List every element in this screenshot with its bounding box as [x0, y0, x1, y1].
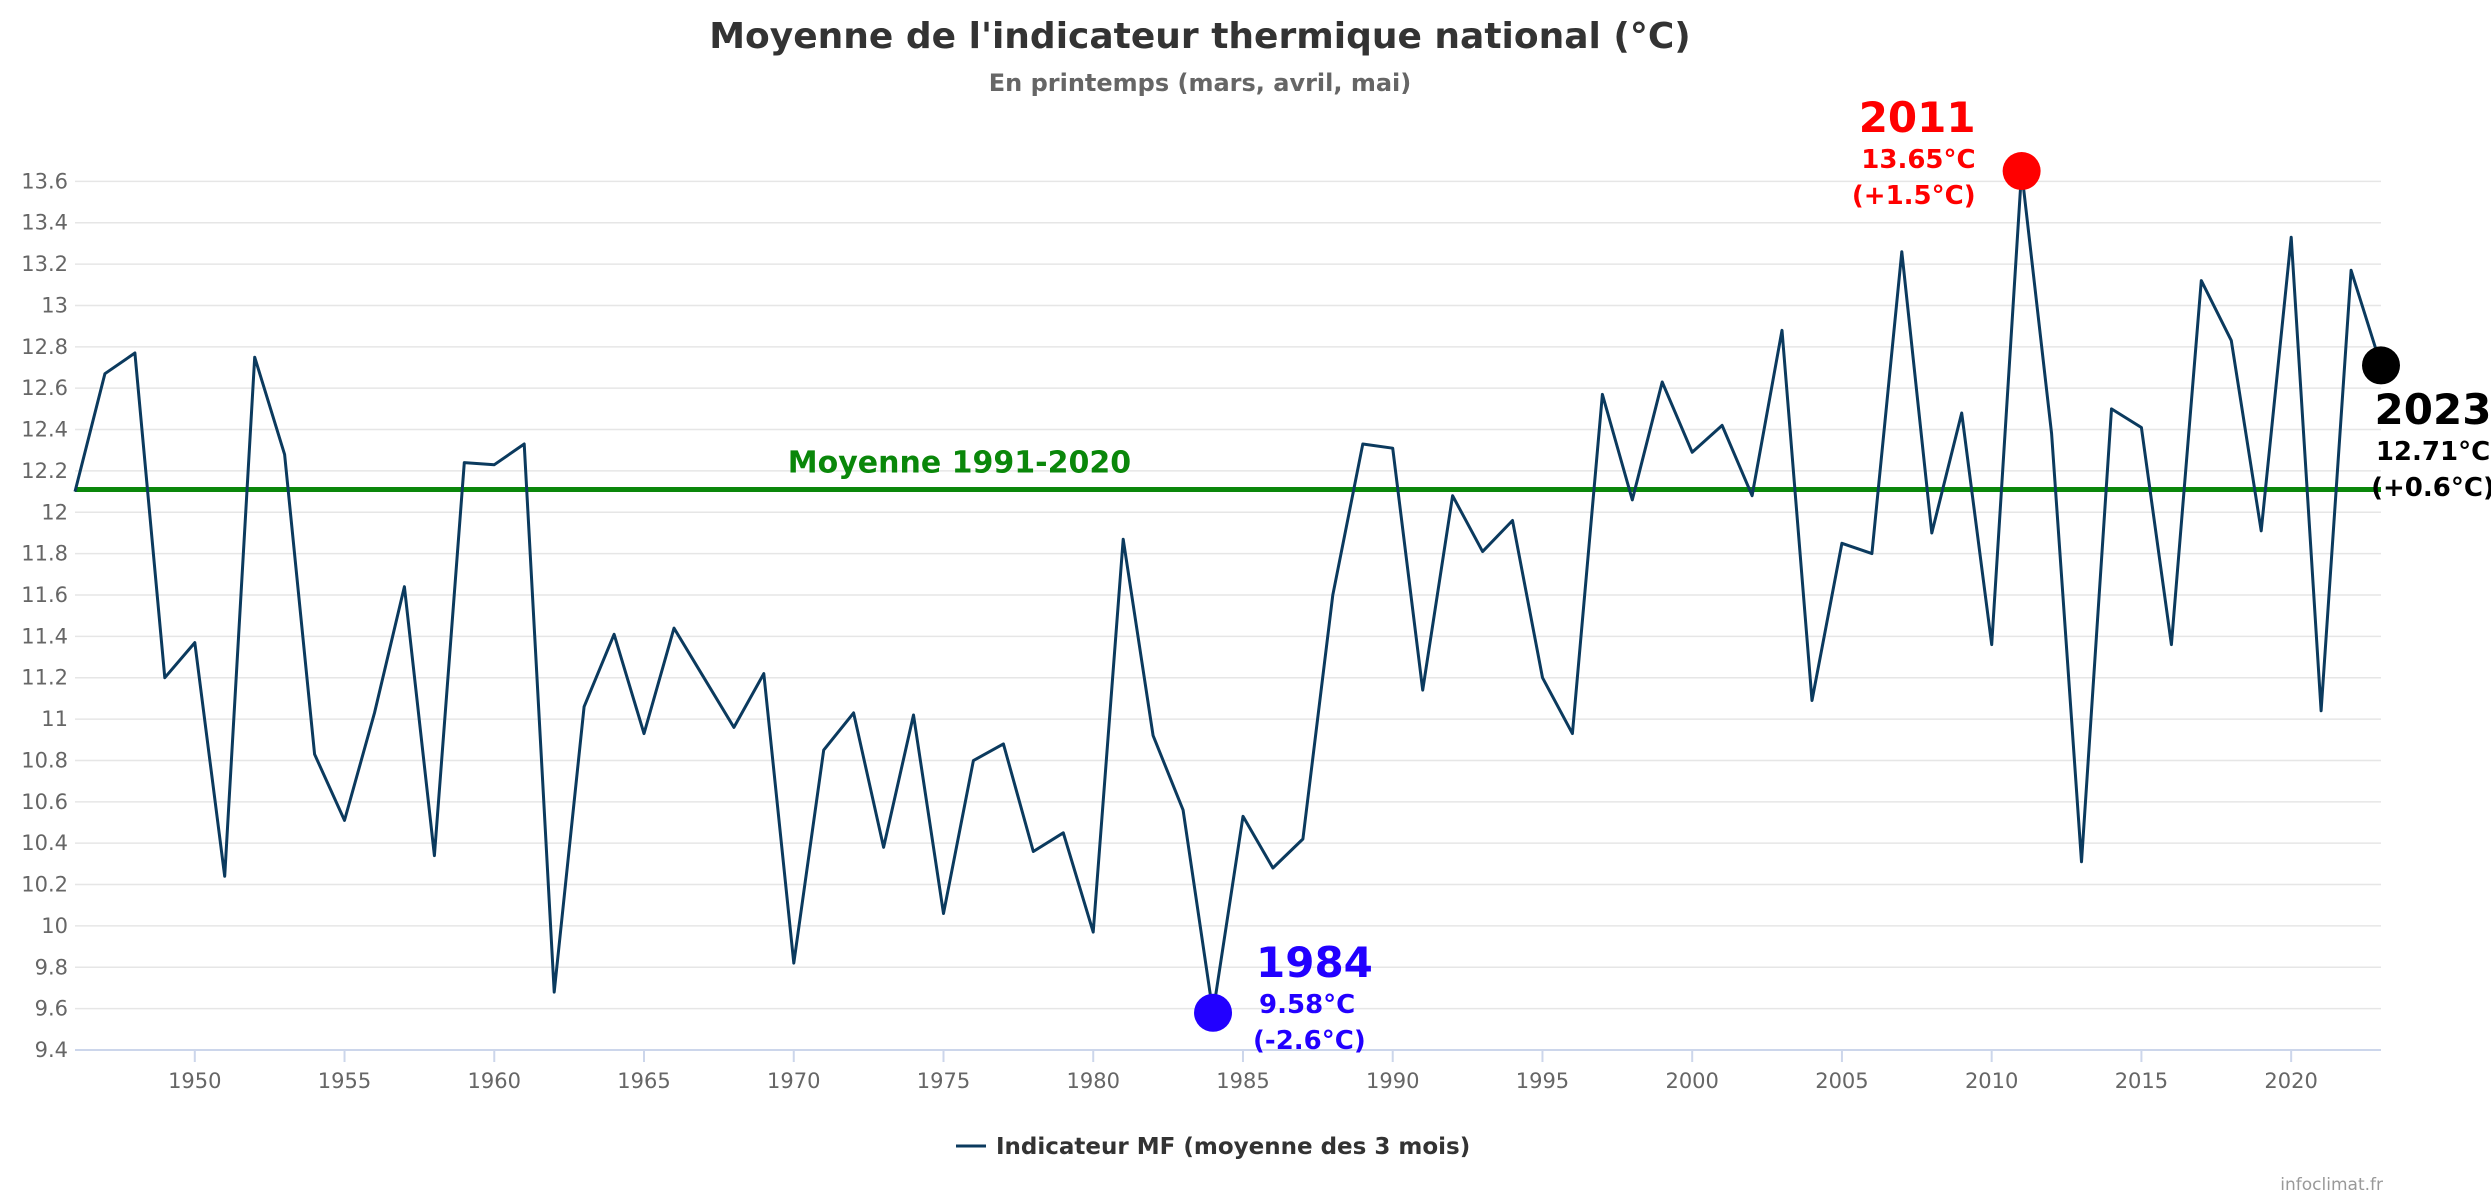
- x-tick-label: 1995: [1516, 1069, 1569, 1093]
- annotation-1984-value: 9.58°C: [1259, 990, 1355, 1020]
- y-tick-label: 13.4: [21, 211, 68, 235]
- x-tick-label: 1955: [318, 1069, 371, 1093]
- y-tick-label: 9.8: [35, 955, 68, 979]
- series-polyline: [73, 169, 2383, 1015]
- y-tick-label: 12.8: [21, 335, 68, 359]
- y-tick-label: 10: [41, 914, 68, 938]
- y-tick-label: 12.4: [21, 418, 68, 442]
- y-tick-label: 11: [41, 707, 68, 731]
- legend[interactable]: Indicateur MF (moyenne des 3 mois): [956, 1134, 1470, 1160]
- y-tick-label: 10.4: [21, 831, 68, 855]
- x-tick-label: 2000: [1665, 1069, 1718, 1093]
- annotation-2023-anomaly: (+0.6°C): [2371, 473, 2491, 503]
- y-tick-label: 13.2: [21, 252, 68, 276]
- chart-title: Moyenne de l'indicateur thermique nation…: [709, 16, 1691, 57]
- last-point-marker: [2362, 346, 2400, 385]
- y-tick-label: 10.8: [21, 748, 68, 772]
- y-axis-tick-labels: 9.4 9.6 9.8 10 10.2 10.4 10.6 10.8 11 11.2 11.4 11.…: [21, 169, 68, 1062]
- annotation-2011-value: 13.65°C: [1861, 145, 1975, 175]
- y-tick-label: 11.4: [21, 624, 68, 648]
- annotation-2011-anomaly: (+1.5°C): [1852, 181, 1976, 211]
- x-tick-label: 1960: [468, 1069, 521, 1093]
- x-tick-label: 1965: [617, 1069, 670, 1093]
- annotation-1984-year: 1984: [1256, 938, 1373, 987]
- y-tick-label: 11.8: [21, 542, 68, 566]
- x-tick-label: 1990: [1366, 1069, 1419, 1093]
- y-tick-label: 9.4: [35, 1038, 68, 1062]
- y-tick-label: 11.2: [21, 666, 68, 690]
- y-tick-label: 11.6: [21, 583, 68, 607]
- y-tick-label: 13: [41, 293, 68, 317]
- x-axis-tick-labels: 1950 1955 1960 1965 1970 1975 1980 1985 1990 1995…: [168, 1069, 2318, 1093]
- x-tick-label: 2015: [2115, 1069, 2168, 1093]
- annotation-2023-year: 2023: [2375, 385, 2491, 434]
- annotation-2011-year: 2011: [1859, 93, 1976, 142]
- annotation-1984-anomaly: (-2.6°C): [1253, 1026, 1366, 1056]
- x-tick-label: 1980: [1067, 1069, 1120, 1093]
- y-tick-label: 13.6: [21, 169, 68, 193]
- x-tick-label: 1950: [168, 1069, 221, 1093]
- series-line: [73, 169, 2383, 1015]
- min-point-marker: [1194, 993, 1233, 1032]
- chart-subtitle: En printemps (mars, avril, mai): [989, 69, 1412, 97]
- x-tick-label: 2005: [1815, 1069, 1868, 1093]
- average-reference-line: Moyenne 1991-2020: [75, 446, 2381, 493]
- x-tick-label: 1985: [1216, 1069, 1269, 1093]
- legend-series-label[interactable]: Indicateur MF (moyenne des 3 mois): [996, 1134, 1470, 1160]
- y-tick-label: 12.6: [21, 376, 68, 400]
- y-tick-label: 9.6: [35, 997, 68, 1021]
- y-tick-label: 10.6: [21, 790, 68, 814]
- y-tick-label: 12.2: [21, 459, 68, 483]
- annotation-2023-value: 12.71°C: [2376, 437, 2490, 467]
- y-tick-label: 10.2: [21, 873, 68, 897]
- x-tick-label: 2010: [1965, 1069, 2018, 1093]
- x-tick-label: 1970: [767, 1069, 820, 1093]
- credit-text[interactable]: infoclimat.fr: [2280, 1175, 2383, 1195]
- average-line-label: Moyenne 1991-2020: [788, 446, 1131, 481]
- x-tick-label: 1975: [917, 1069, 970, 1093]
- y-tick-label: 12: [41, 500, 68, 524]
- highlight-points: [1194, 152, 2400, 1032]
- max-point-marker: [2002, 152, 2041, 191]
- x-tick-label: 2020: [2264, 1069, 2317, 1093]
- x-axis: [75, 1049, 2381, 1062]
